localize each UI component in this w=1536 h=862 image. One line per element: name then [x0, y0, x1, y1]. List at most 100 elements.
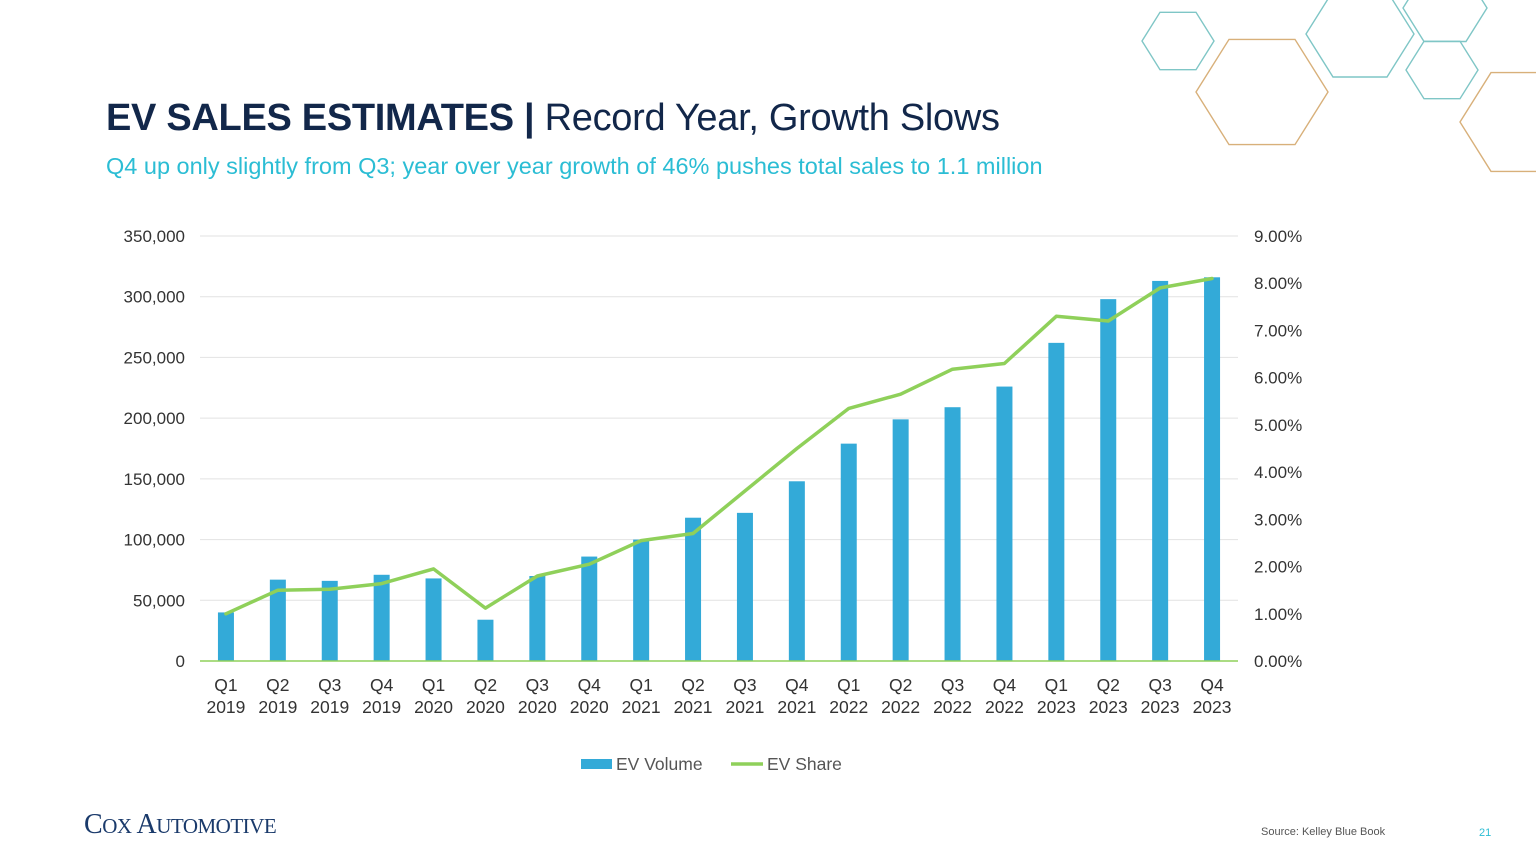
x-tick-label-quarter: Q3: [526, 675, 549, 695]
bar: [1152, 280, 1169, 661]
x-tick-label-quarter: Q4: [370, 675, 394, 695]
legend-label-ev-volume: EV Volume: [616, 754, 703, 774]
x-tick-label-year: 2022: [985, 697, 1024, 717]
x-tick-label-year: 2020: [518, 697, 557, 717]
slide-title-separator: |: [513, 97, 545, 139]
logo-ox: OX: [102, 814, 132, 838]
hexagon-shape: [1195, 38, 1329, 146]
bar: [217, 612, 234, 661]
y-right-tick-label: 8.00%: [1254, 274, 1302, 293]
x-tick-label-quarter: Q2: [889, 675, 912, 695]
x-tick-label-quarter: Q4: [785, 675, 809, 695]
y-right-tick-label: 5.00%: [1254, 416, 1302, 435]
x-tick-label-quarter: Q3: [941, 675, 964, 695]
x-tick-label-quarter: Q4: [578, 675, 602, 695]
bar: [1100, 299, 1117, 661]
x-tick-label-quarter: Q1: [214, 675, 237, 695]
y-right-tick-label: 3.00%: [1254, 510, 1302, 529]
bar: [892, 419, 909, 661]
x-tick-label-year: 2020: [414, 697, 453, 717]
y-right-tick-label: 7.00%: [1254, 321, 1302, 340]
bar: [373, 574, 390, 661]
x-tick-label-quarter: Q3: [1148, 675, 1171, 695]
x-tick-label-year: 2019: [310, 697, 349, 717]
x-tick-label-year: 2023: [1089, 697, 1128, 717]
x-tick-label-quarter: Q3: [318, 675, 341, 695]
x-tick-label-year: 2023: [1037, 697, 1076, 717]
x-tick-label-quarter: Q2: [474, 675, 497, 695]
logo-a: A: [136, 809, 157, 840]
y-left-tick-label: 50,000: [133, 591, 185, 610]
bar: [477, 619, 494, 661]
x-tick-label-quarter: Q2: [681, 675, 704, 695]
slide-subtitle: Q4 up only slightly from Q3; year over y…: [106, 153, 1043, 179]
x-tick-label-year: 2023: [1193, 697, 1232, 717]
bar: [996, 386, 1013, 661]
x-tick-label-quarter: Q3: [733, 675, 756, 695]
legend-label-ev-share: EV Share: [767, 754, 842, 774]
x-tick-label-year: 2019: [362, 697, 401, 717]
x-tick-label-year: 2023: [1141, 697, 1180, 717]
y-left-tick-label: 150,000: [124, 470, 185, 489]
ev-sales-chart: 0 50,000 100,000 150,000 200,000 250,000 300,0…: [124, 227, 1303, 774]
x-tick-label-year: 2021: [777, 697, 816, 717]
x-tick-label-year: 2021: [622, 697, 661, 717]
ev-share-line: [224, 276, 1214, 616]
hexagon-shape: [1402, 0, 1488, 43]
x-tick-label-year: 2021: [674, 697, 713, 717]
y-right-tick-label: 1.00%: [1254, 605, 1302, 624]
y-left-tick-label: 300,000: [124, 288, 185, 307]
x-tick-label-quarter: Q2: [1097, 675, 1120, 695]
y-left-tick-label: 250,000: [124, 348, 185, 367]
y-right-tick-label: 2.00%: [1254, 558, 1302, 577]
page-number: 21: [1479, 827, 1492, 839]
x-tick-label-quarter: Q2: [266, 675, 289, 695]
y-right-tick-label: 6.00%: [1254, 369, 1302, 388]
bar: [269, 579, 286, 661]
bar: [633, 539, 650, 661]
hexagon-shape: [1305, 0, 1415, 78]
y-right-tick-label: 0.00%: [1254, 652, 1302, 671]
y-left-tick-label: 200,000: [124, 409, 185, 428]
y-left-tick-label: 0: [176, 652, 185, 671]
bar: [788, 481, 805, 661]
cox-automotive-logo: COX AUTOMOTIVE: [84, 808, 277, 843]
bar: [685, 517, 702, 661]
hexagon-shape: [1141, 11, 1215, 71]
x-tick-label-quarter: Q1: [629, 675, 652, 695]
y-right-tick-label: 4.00%: [1254, 463, 1302, 482]
x-tick-label-year: 2022: [829, 697, 868, 717]
bar: [1204, 277, 1221, 661]
hexagon-shape: [1459, 71, 1536, 173]
logo-c: C: [84, 809, 103, 840]
bar: [425, 578, 442, 661]
x-tick-label-quarter: Q1: [837, 675, 860, 695]
bar: [529, 576, 546, 661]
x-tick-label-year: 2022: [881, 697, 920, 717]
bar: [581, 556, 598, 661]
y-right-tick-label: 9.00%: [1254, 227, 1302, 246]
x-tick-label-year: 2022: [933, 697, 972, 717]
x-tick-label-quarter: Q1: [1045, 675, 1068, 695]
x-tick-label-year: 2021: [725, 697, 764, 717]
slide-title-bold: EV SALES ESTIMATES: [106, 97, 514, 139]
legend-swatch-ev-volume: [581, 759, 612, 769]
x-tick-label-year: 2020: [466, 697, 505, 717]
x-tick-label-year: 2019: [206, 697, 245, 717]
x-tick-label-quarter: Q4: [993, 675, 1017, 695]
bar: [944, 407, 961, 661]
x-tick-label-year: 2019: [258, 697, 297, 717]
source-note: Source: Kelley Blue Book: [1261, 826, 1386, 838]
bar: [1048, 342, 1065, 661]
logo-utomotive: UTOMOTIVE: [156, 814, 277, 838]
y-left-tick-label: 350,000: [124, 227, 185, 246]
hexagon-decoration: [1141, 0, 1536, 173]
bar: [321, 580, 338, 661]
slide-title-rest: Record Year, Growth Slows: [544, 97, 1000, 139]
bar: [736, 512, 753, 661]
y-left-tick-label: 100,000: [124, 531, 185, 550]
x-tick-label-year: 2020: [570, 697, 609, 717]
x-tick-label-quarter: Q4: [1200, 675, 1224, 695]
x-tick-label-quarter: Q1: [422, 675, 445, 695]
bar: [840, 443, 857, 661]
